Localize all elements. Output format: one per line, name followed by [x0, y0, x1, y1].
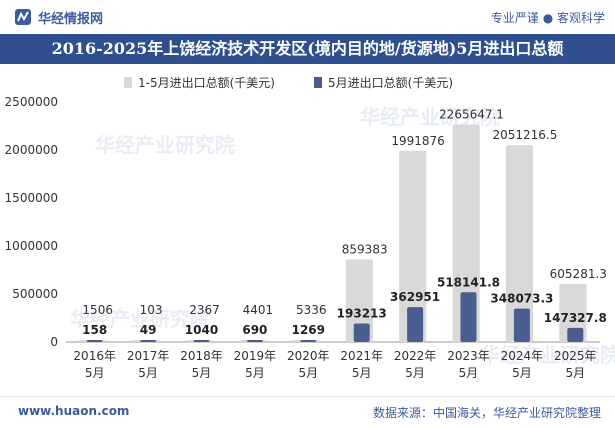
footer: www.huaon.com 数据来源：中国海关，华经产业研究院整理: [0, 396, 615, 428]
bar-series1: [505, 145, 534, 342]
y-tick-label: 2000000: [5, 143, 58, 157]
x-tick-label: 2019年: [234, 349, 277, 363]
bar-series2: [246, 340, 263, 342]
chart-title: 2016-2025年上饶经济技术开发区(境内目的地/货源地)5月进出口总额: [0, 34, 615, 64]
bar-series1: [399, 150, 427, 342]
x-tick-label: 5月: [352, 366, 372, 380]
x-tick-label: 2023年: [447, 349, 490, 363]
chart: 华经产业研究院华经产业研究院华经产业研究院华经产业研究院1-5月进出口总额(千美…: [5, 76, 615, 380]
x-tick-label: 5月: [245, 366, 265, 380]
slogan: 专业严谨 ● 客观科学: [490, 11, 605, 25]
x-tick-label: 5月: [192, 366, 212, 380]
x-tick-label: 2025年: [554, 349, 597, 363]
y-tick-label: 500000: [12, 287, 58, 301]
data-label-series2: 158: [82, 323, 107, 337]
bar-series1: [345, 259, 373, 342]
data-label-series1: 859383: [342, 242, 388, 256]
legend-label-2: 5月进出口总额(千美元): [328, 76, 453, 90]
bar-series2: [193, 340, 210, 342]
data-label-series2: 690: [242, 323, 267, 337]
x-tick-label: 2021年: [340, 349, 383, 363]
data-label-series1: 2367: [189, 303, 220, 317]
x-tick-label: 2022年: [394, 349, 437, 363]
data-label-series2: 348073.3: [490, 292, 553, 306]
footer-source: 数据来源：中国海关，华经产业研究院整理: [372, 406, 601, 420]
data-label-series2: 1269: [292, 323, 325, 337]
data-label-series1: 2051216.5: [492, 128, 557, 142]
x-tick-label: 2017年: [127, 349, 170, 363]
x-tick-label: 5月: [138, 366, 158, 380]
x-tick-label: 5月: [565, 366, 585, 380]
x-tick-label: 5月: [85, 366, 105, 380]
brand: 华经情报网: [14, 7, 103, 27]
x-tick-label: 5月: [459, 366, 479, 380]
bar-series2: [513, 308, 530, 342]
data-label-series1: 1991876: [391, 134, 444, 148]
x-tick-label: 2024年: [501, 349, 544, 363]
y-tick-label: 1500000: [5, 191, 58, 205]
x-tick-label: 5月: [298, 366, 318, 380]
data-label-series2: 362951: [390, 290, 440, 304]
watermark-text: 华经产业研究院: [95, 133, 235, 157]
legend-swatch-2: [314, 77, 322, 88]
brand-name: 华经情报网: [38, 11, 104, 27]
data-label-series1: 4401: [243, 303, 274, 317]
data-label-series2: 193213: [337, 306, 387, 320]
legend-swatch-1: [124, 77, 132, 88]
data-label-series1: 2265647.1: [439, 107, 504, 121]
data-label-series1: 103: [140, 303, 163, 317]
bar-series2: [353, 323, 370, 342]
data-label-series1: 605281.3: [550, 267, 607, 281]
bar-series2: [300, 340, 317, 342]
data-label-series2: 49: [140, 323, 157, 337]
data-label-series2: 518141.8: [437, 275, 500, 289]
y-tick-label: 2500000: [5, 95, 58, 109]
bar-series2: [140, 340, 157, 342]
footer-site: www.huaon.com: [18, 404, 130, 418]
watermark-text: 华经产业研究院: [480, 343, 615, 367]
bar-series2: [460, 292, 477, 342]
data-label-series2: 1040: [185, 323, 218, 337]
data-label-series2: 147327.8: [544, 311, 607, 325]
brand-logo-icon: [15, 9, 31, 25]
bar-series1: [559, 283, 587, 342]
bar-series2: [86, 340, 103, 342]
top-bar: 华经情报网 专业严谨 ● 客观科学: [0, 0, 615, 34]
x-tick-label: 2016年: [73, 349, 116, 363]
x-tick-label: 5月: [405, 366, 425, 380]
bar-series1: [452, 124, 480, 342]
y-tick-label: 1000000: [5, 239, 58, 253]
watermark-text: 华经产业研究院: [70, 307, 210, 331]
x-tick-label: 2018年: [180, 349, 223, 363]
data-label-series1: 5336: [296, 303, 327, 317]
data-label-series1: 1506: [82, 303, 113, 317]
bar-series2: [567, 327, 584, 342]
y-tick-label: 0: [50, 335, 58, 349]
bar-series2: [407, 307, 424, 342]
x-tick-label: 5月: [512, 366, 532, 380]
legend-label-1: 1-5月进出口总额(千美元): [138, 76, 275, 90]
x-tick-label: 2020年: [287, 349, 330, 363]
